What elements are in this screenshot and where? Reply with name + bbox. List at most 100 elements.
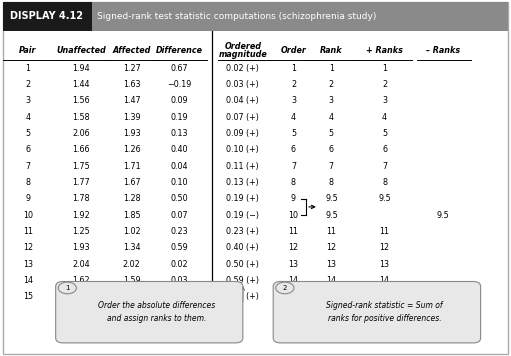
Text: 3: 3 xyxy=(291,96,296,105)
Text: 13: 13 xyxy=(23,260,33,268)
Text: 3: 3 xyxy=(26,96,30,105)
Text: 9.5: 9.5 xyxy=(325,194,338,203)
Text: 0.02 (+): 0.02 (+) xyxy=(226,64,259,73)
Text: 1.02: 1.02 xyxy=(123,227,141,236)
Text: 0.19 (−): 0.19 (−) xyxy=(226,210,260,220)
Text: 2.04: 2.04 xyxy=(72,260,90,268)
Text: 0.04: 0.04 xyxy=(171,162,189,171)
Text: 14: 14 xyxy=(288,276,298,285)
Text: 1.67: 1.67 xyxy=(123,178,141,187)
Text: 0.13: 0.13 xyxy=(171,129,189,138)
Text: = 110.5: = 110.5 xyxy=(365,307,404,316)
Text: 6: 6 xyxy=(329,145,334,154)
Text: −0.19: −0.19 xyxy=(168,80,192,89)
Text: 0.23: 0.23 xyxy=(171,227,189,236)
Text: 5: 5 xyxy=(329,129,334,138)
Text: 15: 15 xyxy=(327,292,336,301)
Text: 1.56: 1.56 xyxy=(72,96,90,105)
Text: 2: 2 xyxy=(329,80,334,89)
Text: 0.10 (+): 0.10 (+) xyxy=(226,145,259,154)
Text: 9.5: 9.5 xyxy=(436,210,449,220)
Text: 0.11 (+): 0.11 (+) xyxy=(226,162,259,171)
Text: 7: 7 xyxy=(25,162,31,171)
Text: 12: 12 xyxy=(23,243,33,252)
Text: 1.63: 1.63 xyxy=(123,80,141,89)
Text: 2: 2 xyxy=(382,80,387,89)
Text: 1.92: 1.92 xyxy=(72,210,90,220)
Text: Order the absolute differences
and assign ranks to them.: Order the absolute differences and assig… xyxy=(98,301,216,323)
Text: 2: 2 xyxy=(291,80,296,89)
Text: + Ranks: + Ranks xyxy=(366,46,403,55)
Text: 1.93: 1.93 xyxy=(72,243,90,252)
Text: 11: 11 xyxy=(327,227,336,236)
Text: 14: 14 xyxy=(23,276,33,285)
Text: 9: 9 xyxy=(25,194,31,203)
Text: 1.28: 1.28 xyxy=(123,194,141,203)
Text: 1: 1 xyxy=(65,285,69,291)
Text: 11: 11 xyxy=(288,227,298,236)
Text: 5: 5 xyxy=(291,129,296,138)
Text: 4: 4 xyxy=(291,112,296,122)
Text: 11: 11 xyxy=(380,227,389,236)
Text: Pair: Pair xyxy=(19,46,37,55)
Text: 1: 1 xyxy=(382,64,387,73)
Text: 0.67: 0.67 xyxy=(171,64,189,73)
Text: 8: 8 xyxy=(382,178,387,187)
Text: 6: 6 xyxy=(26,145,30,154)
Text: 2.02: 2.02 xyxy=(123,260,141,268)
Text: 8: 8 xyxy=(26,178,30,187)
Text: Difference: Difference xyxy=(156,46,203,55)
Text: 0.03 (+): 0.03 (+) xyxy=(226,80,259,89)
Text: 0.59 (+): 0.59 (+) xyxy=(226,276,260,285)
Text: DISPLAY 4.12: DISPLAY 4.12 xyxy=(10,11,83,21)
Text: 1.77: 1.77 xyxy=(72,178,90,187)
Text: 7: 7 xyxy=(291,162,296,171)
Text: 3: 3 xyxy=(329,96,334,105)
FancyBboxPatch shape xyxy=(273,282,481,343)
Text: 0.03: 0.03 xyxy=(171,276,189,285)
Text: Signed-rank test statistic computations (schizophrenia study): Signed-rank test statistic computations … xyxy=(97,12,377,21)
Text: 0.23 (+): 0.23 (+) xyxy=(226,227,259,236)
Text: 1.59: 1.59 xyxy=(123,276,141,285)
Text: 1: 1 xyxy=(291,64,296,73)
Text: 0.11: 0.11 xyxy=(171,292,189,301)
Text: 1.75: 1.75 xyxy=(72,162,90,171)
Text: 15: 15 xyxy=(23,292,33,301)
Text: 0.19: 0.19 xyxy=(171,112,189,122)
Text: 0.59: 0.59 xyxy=(171,243,189,252)
Text: 1: 1 xyxy=(329,64,334,73)
Text: 14: 14 xyxy=(327,276,336,285)
Text: 0.02: 0.02 xyxy=(171,260,189,268)
Text: 14: 14 xyxy=(380,276,389,285)
Text: 1.62: 1.62 xyxy=(72,276,90,285)
Text: 2: 2 xyxy=(283,285,287,291)
Text: Rank: Rank xyxy=(320,46,343,55)
Circle shape xyxy=(58,282,77,294)
Text: 2.06: 2.06 xyxy=(72,129,90,138)
Text: 7: 7 xyxy=(329,162,334,171)
Text: 7: 7 xyxy=(382,162,387,171)
Text: 1.85: 1.85 xyxy=(123,210,141,220)
Text: 0.40: 0.40 xyxy=(171,145,189,154)
Text: 10: 10 xyxy=(23,210,33,220)
Text: 0.19 (+): 0.19 (+) xyxy=(226,194,259,203)
Text: Order: Order xyxy=(281,46,307,55)
Text: 1.39: 1.39 xyxy=(123,112,141,122)
Text: 13: 13 xyxy=(288,260,298,268)
Text: 9.5: 9.5 xyxy=(325,210,338,220)
Text: 12: 12 xyxy=(327,243,336,252)
Text: 5: 5 xyxy=(25,129,31,138)
Text: 5: 5 xyxy=(382,129,387,138)
Text: 12: 12 xyxy=(288,243,298,252)
Text: 11: 11 xyxy=(23,227,33,236)
Text: 1.26: 1.26 xyxy=(123,145,141,154)
Text: 0.50: 0.50 xyxy=(171,194,189,203)
Text: Affected: Affected xyxy=(112,46,151,55)
Text: 0.40 (+): 0.40 (+) xyxy=(226,243,259,252)
Text: 1.44: 1.44 xyxy=(72,80,90,89)
Text: magnitude: magnitude xyxy=(219,50,267,59)
Text: 2: 2 xyxy=(25,80,31,89)
Text: 8: 8 xyxy=(329,178,334,187)
Text: 4: 4 xyxy=(329,112,334,122)
Text: 0.10: 0.10 xyxy=(171,178,189,187)
